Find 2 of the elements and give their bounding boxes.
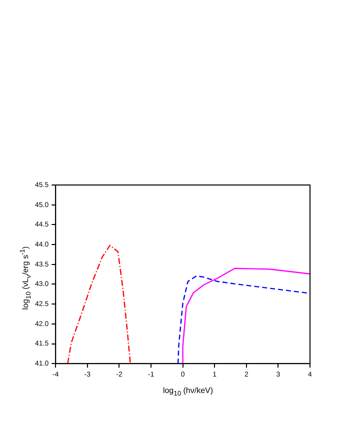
line-series (67, 244, 131, 364)
x-axis-title: log$_{10}$ (hν/keV) (162, 386, 214, 398)
